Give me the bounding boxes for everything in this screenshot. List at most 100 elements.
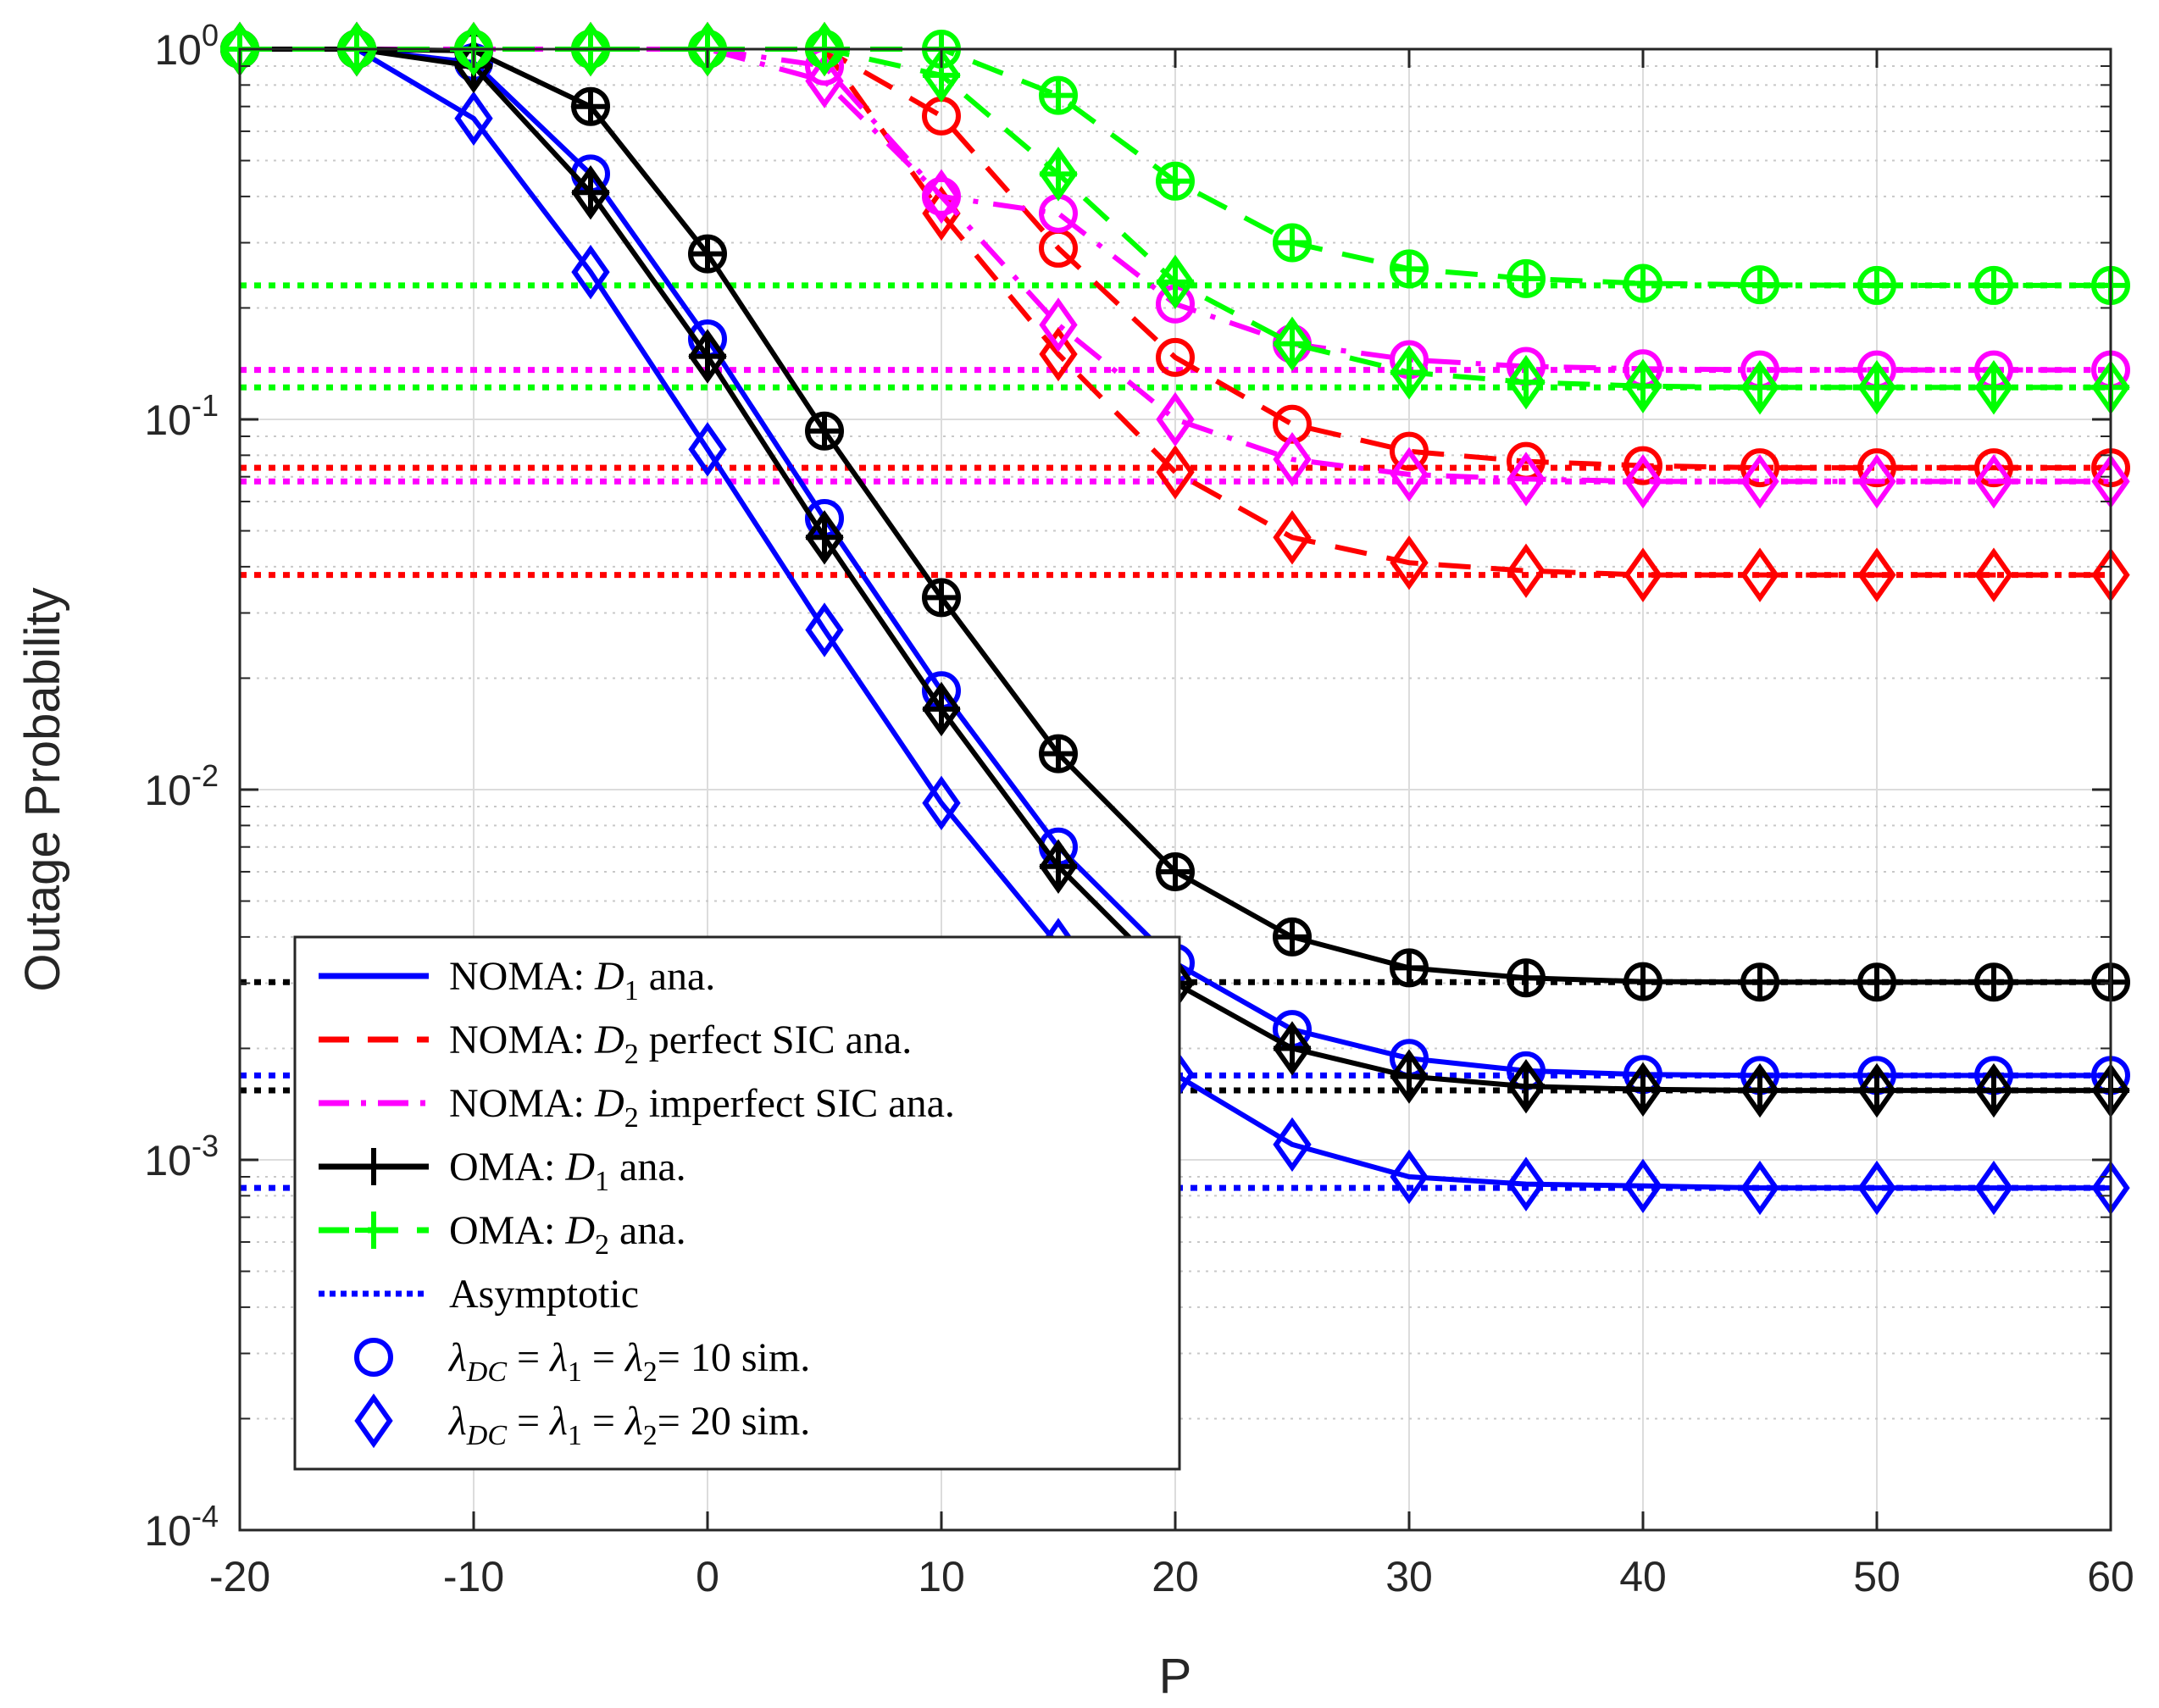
x-tick-label: 50 xyxy=(1853,1553,1901,1600)
data-point xyxy=(1039,297,1078,352)
diamond-marker xyxy=(688,21,727,77)
diamond-marker xyxy=(1390,446,1429,502)
circle-marker xyxy=(1623,446,1662,485)
data-point xyxy=(922,681,961,737)
data-point xyxy=(1039,326,1078,382)
data-point xyxy=(1390,431,1429,471)
data-point xyxy=(1623,1158,1662,1214)
data-point xyxy=(1623,446,1662,485)
diamond-marker xyxy=(1623,453,1662,509)
circle-marker xyxy=(1857,448,1896,488)
x-tick-label: 60 xyxy=(2087,1553,2134,1600)
data-point xyxy=(1507,354,1546,410)
diamond-marker xyxy=(805,53,844,108)
diamond-marker xyxy=(1390,535,1429,591)
data-point xyxy=(1156,337,1195,377)
data-point xyxy=(1156,254,1195,310)
data-point xyxy=(355,1212,392,1249)
diamond-marker xyxy=(1623,358,1662,413)
diamond-marker xyxy=(1974,547,2013,602)
data-point xyxy=(571,244,610,300)
legend-entry: NOMA: D1 ana. xyxy=(319,954,715,1006)
diamond-marker xyxy=(1039,297,1078,352)
y-tick-label: 10-1 xyxy=(144,388,219,444)
legend-entry: OMA: D1 ana. xyxy=(319,1145,686,1197)
diamond-marker xyxy=(454,21,493,77)
diamond-marker xyxy=(1740,453,1779,509)
data-point xyxy=(1390,446,1429,502)
data-point xyxy=(688,422,727,477)
data-point xyxy=(1039,839,1078,894)
data-point xyxy=(1273,510,1312,565)
diamond-marker xyxy=(337,21,376,77)
data-point xyxy=(1974,453,2013,509)
legend-label: OMA: D2 ana. xyxy=(449,1208,686,1261)
legend-entry: Asymptotic xyxy=(319,1272,639,1317)
data-point xyxy=(1740,360,1779,415)
data-point xyxy=(1857,962,1896,1002)
data-point xyxy=(1857,448,1896,488)
diamond-marker xyxy=(1507,354,1546,410)
data-point xyxy=(1507,1058,1546,1114)
data-point xyxy=(1507,452,1546,507)
data-point xyxy=(1623,1062,1662,1117)
diamond-marker xyxy=(1507,1058,1546,1114)
data-point xyxy=(1740,962,1779,1002)
diamond-marker xyxy=(922,169,961,225)
data-point xyxy=(1507,258,1546,298)
diamond-marker xyxy=(1623,547,1662,602)
data-point xyxy=(1156,445,1195,500)
y-axis-label: Outage Probability xyxy=(15,587,70,991)
data-point xyxy=(1857,265,1896,305)
data-point xyxy=(805,510,844,565)
legend-label: OMA: D1 ana. xyxy=(449,1145,686,1197)
data-point xyxy=(1156,161,1195,201)
data-point xyxy=(805,53,844,108)
circle-marker xyxy=(1156,337,1195,377)
data-point xyxy=(1740,1062,1779,1118)
data-point xyxy=(1857,1160,1896,1216)
diamond-marker xyxy=(1507,1156,1546,1212)
legend-box xyxy=(293,935,1181,1471)
diamond-marker xyxy=(1156,391,1195,447)
diamond-marker xyxy=(571,21,610,77)
data-point xyxy=(1974,360,2013,415)
diamond-marker xyxy=(805,510,844,565)
data-point xyxy=(1390,1149,1429,1205)
data-point xyxy=(1273,404,1312,444)
diamond-marker xyxy=(1507,452,1546,507)
series-line xyxy=(240,47,2111,471)
x-tick-label: 20 xyxy=(1152,1553,1199,1600)
diamond-marker xyxy=(454,91,493,146)
y-tick-label: 10-3 xyxy=(144,1128,219,1184)
y-tick-label: 10-4 xyxy=(144,1499,219,1555)
diamond-marker xyxy=(1974,1160,2013,1216)
data-point xyxy=(1974,1062,2013,1118)
diamond-marker xyxy=(1390,345,1429,400)
diamond-marker xyxy=(1507,543,1546,598)
data-point xyxy=(1740,265,1779,305)
legend-entry: λDC = λ1 = λ2= 10 sim. xyxy=(354,1335,810,1388)
data-point xyxy=(922,578,961,618)
data-point xyxy=(1623,358,1662,413)
data-point xyxy=(1273,316,1312,372)
data-point xyxy=(922,169,961,225)
data-point xyxy=(1390,535,1429,591)
data-point xyxy=(688,234,727,274)
diamond-marker xyxy=(1039,147,1078,202)
diamond-marker xyxy=(1390,1149,1429,1205)
y-tick-label: 10-2 xyxy=(144,758,219,814)
data-point xyxy=(1974,448,2013,488)
data-point xyxy=(1390,948,1429,988)
data-point xyxy=(1390,249,1429,289)
x-tick-label: -10 xyxy=(443,1553,504,1600)
data-point xyxy=(922,775,961,831)
diamond-marker xyxy=(1857,1062,1896,1118)
data-point xyxy=(1740,448,1779,488)
diamond-marker xyxy=(1740,1062,1779,1118)
legend: NOMA: D1 ana. NOMA: D2 perfect SIC ana. NO… xyxy=(293,935,1181,1471)
data-point xyxy=(1273,1117,1312,1173)
data-point xyxy=(805,602,844,657)
diamond-marker xyxy=(571,244,610,300)
